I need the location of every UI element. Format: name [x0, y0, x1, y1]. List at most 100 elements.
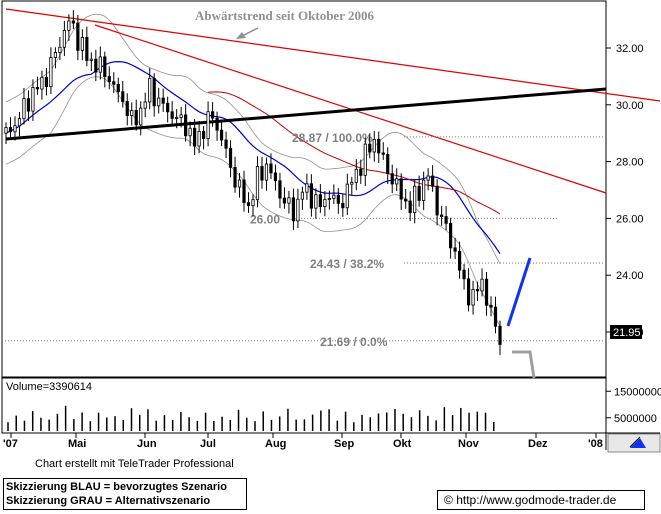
candle-body: [278, 180, 282, 199]
candle-body: [152, 78, 156, 107]
candle-body: [139, 107, 143, 126]
website-link[interactable]: © http://www.godmode-trader.de: [437, 490, 645, 510]
candle-body: [359, 168, 363, 176]
candle-body: [157, 97, 161, 107]
candle-body: [184, 114, 188, 137]
candle-body: [188, 127, 192, 137]
moving-averages: [5, 60, 501, 255]
candle-body: [350, 181, 354, 185]
volume-bars: 15000000 5000000: [7, 386, 661, 431]
candle-body: [296, 198, 300, 222]
candle-body: [314, 194, 318, 209]
candle-body: [448, 222, 453, 249]
candle-body: [58, 46, 62, 53]
ma-red-line: [208, 91, 501, 215]
website-url[interactable]: http://www.godmode-trader.de: [456, 493, 617, 507]
candle-body: [453, 247, 457, 252]
candle-body: [422, 179, 426, 201]
candle-body: [287, 197, 291, 204]
candle-body: [282, 197, 287, 204]
candle-body: [107, 76, 111, 83]
candle-body: [13, 125, 17, 133]
candle-body: [273, 172, 278, 182]
candle-body: [372, 139, 376, 153]
candle-body: [85, 36, 89, 61]
candle-body: [237, 179, 242, 188]
candle-body: [251, 199, 255, 207]
candle-body: [327, 198, 331, 200]
legend-gray-scenario: Skizzierung GRAU = Alternativszenario: [6, 495, 211, 507]
candle-body: [466, 278, 471, 306]
candle-body: [386, 153, 390, 175]
candle-body: [260, 166, 264, 181]
title-arrow-icon: [236, 27, 259, 39]
candle-body: [121, 91, 125, 102]
candle-body: [341, 202, 345, 209]
candle-body: [4, 127, 8, 134]
candle-body: [224, 139, 228, 149]
volume-tick-label: 15000000: [614, 386, 661, 398]
candle-body: [255, 166, 260, 201]
candle-body: [404, 198, 408, 202]
last-price-badge: [610, 325, 642, 339]
chart-credit: Chart erstellt mit TeleTrader Profession…: [35, 458, 234, 470]
candle-body: [498, 325, 502, 345]
candle-body: [134, 110, 138, 126]
candle-body: [8, 127, 13, 133]
y-tick-label: 32.00: [616, 43, 644, 55]
candle-body: [143, 101, 147, 109]
legend-blue-scenario: Skizzierung BLAU = bevorzugtes Szenario: [6, 481, 227, 493]
candle-body: [130, 110, 134, 116]
candle-body: [112, 81, 116, 85]
scenario-sketches: [506, 257, 536, 379]
candle-body: [395, 178, 399, 185]
candle-body: [480, 278, 484, 292]
candle-body: [368, 143, 372, 153]
candle-body: [219, 129, 224, 141]
trend-lines: [5, 8, 661, 194]
long-trend-line: [5, 8, 661, 102]
alternative-scenario-path: [512, 350, 536, 379]
candle-body: [475, 288, 480, 292]
volume-tick-label: 5000000: [614, 413, 657, 425]
candle-body: [193, 127, 197, 147]
candle-body: [413, 185, 417, 214]
chart-scroll-icon[interactable]: [607, 433, 661, 453]
candle-body: [206, 111, 210, 140]
candle-body: [457, 250, 462, 271]
candle-body: [345, 183, 349, 209]
candle-body: [125, 101, 129, 116]
ma-blue-line: [5, 60, 501, 255]
candle-body: [22, 98, 26, 120]
candle-body: [291, 197, 296, 222]
candle-body: [201, 130, 206, 140]
candle-body: [377, 139, 381, 154]
candle-body: [264, 163, 269, 181]
x-tick-label: Aug: [265, 438, 286, 450]
candle-body: [269, 163, 273, 174]
candle-body: [300, 191, 305, 200]
candle-body: [76, 22, 80, 51]
candle-body: [94, 58, 98, 73]
candle-body: [71, 20, 75, 24]
y-tick-label: 26.00: [616, 213, 644, 225]
candle-body: [103, 56, 107, 77]
candle-body: [215, 117, 219, 131]
volume-label: Volume=3390614: [6, 381, 92, 393]
band-upper-line: [5, 13, 501, 264]
candle-body: [67, 20, 71, 31]
candle-body: [49, 57, 53, 87]
candle-body: [399, 178, 403, 200]
candle-body: [17, 118, 22, 127]
candle-body: [381, 152, 385, 155]
y-tick-label: 24.00: [616, 270, 644, 282]
candle-body: [431, 175, 435, 187]
x-tick-label: Jul: [200, 438, 216, 450]
candle-body: [426, 175, 430, 181]
x-tick-label: Sep: [334, 438, 354, 450]
candle-body: [309, 183, 313, 209]
candle-body: [363, 143, 367, 176]
x-tick-label: Dez: [528, 438, 548, 450]
